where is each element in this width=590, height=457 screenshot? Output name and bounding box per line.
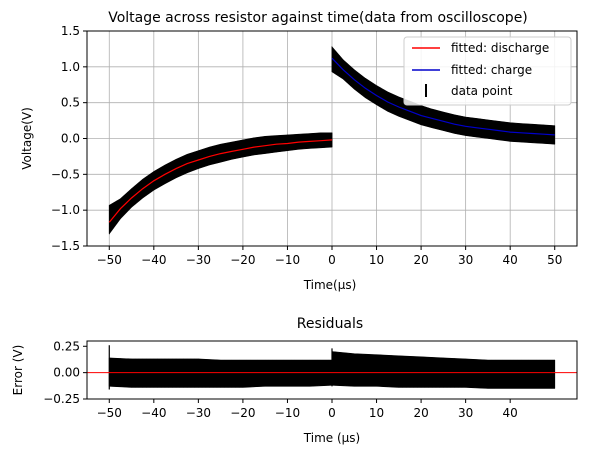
fitted-line-discharge	[108, 139, 333, 223]
residuals-chart-y-axis-label: Error (V)	[11, 345, 25, 396]
legend-label-discharge: fitted: discharge	[451, 41, 549, 55]
residuals-chart-plot-area	[87, 345, 577, 390]
x-tick-label: −10	[275, 253, 300, 267]
x-tick-label: 30	[458, 253, 473, 267]
x-tick-label: 0	[328, 406, 336, 420]
x-tick-label: 20	[413, 253, 428, 267]
voltage-chart-x-ticks: −50 −40 −30 −20 −10 0 10 20 30 40 50	[97, 246, 562, 267]
x-tick-label: 0	[328, 253, 336, 267]
x-tick-label: 10	[369, 406, 384, 420]
y-tick-label: 0.5	[61, 96, 80, 110]
x-tick-label: −30	[186, 406, 211, 420]
residuals-chart-x-ticks: −50 −40 −30 −20 −10 0 10 20 30 40	[97, 399, 518, 420]
x-tick-label: −20	[230, 406, 255, 420]
x-tick-label: −50	[97, 406, 122, 420]
voltage-chart-y-axis-label: Voltage(V)	[20, 107, 34, 170]
x-tick-label: 30	[458, 406, 473, 420]
y-tick-label: 0.00	[53, 366, 80, 380]
x-tick-label: −30	[186, 253, 211, 267]
y-tick-label: 1.5	[61, 24, 80, 38]
voltage-chart-plot-area	[108, 45, 556, 235]
x-tick-label: −20	[230, 253, 255, 267]
residual-error-bars-0	[108, 357, 333, 388]
legend-label-data-point: data point	[451, 84, 513, 98]
x-tick-label: −40	[141, 253, 166, 267]
x-tick-label: 40	[503, 253, 518, 267]
y-tick-label: −1.0	[51, 203, 80, 217]
voltage-chart-title: Voltage across resistor against time(dat…	[108, 10, 528, 26]
x-tick-label: 20	[413, 406, 428, 420]
residuals-chart-y-ticks: −0.25 0.00 0.25	[43, 339, 87, 406]
x-tick-label: −50	[97, 253, 122, 267]
voltage-chart-y-ticks: −1.5 −1.0 −0.5 0.0 0.5 1.0 1.5	[51, 24, 87, 253]
x-tick-label: −10	[275, 406, 300, 420]
legend-box	[403, 36, 572, 106]
x-tick-label: 10	[369, 253, 384, 267]
y-tick-label: −0.5	[51, 167, 80, 181]
voltage-chart-x-axis-label: Time(μs)	[303, 278, 357, 292]
legend-label-charge: fitted: charge	[451, 63, 532, 77]
voltage-chart: −50 −40 −30 −20 −10 0 10 20 30 40 50 −1.5 −1.0 −0.5 0…	[20, 10, 578, 292]
fitted-line-charge	[331, 57, 555, 136]
y-tick-label: 0.25	[53, 339, 80, 353]
residuals-chart-x-axis-label: Time (μs)	[303, 431, 360, 445]
x-tick-label: 40	[503, 406, 518, 420]
y-tick-label: 1.0	[61, 60, 80, 74]
residuals-chart-title: Residuals	[297, 316, 363, 332]
y-tick-label: −0.25	[43, 392, 80, 406]
x-tick-label: 50	[547, 253, 562, 267]
y-tick-label: −1.5	[51, 239, 80, 253]
voltage-chart-legend: fitted: discharge fitted: charge data po…	[403, 36, 572, 106]
residuals-chart: −50 −40 −30 −20 −10 0 10 20 30 40 −0.25 0.00 0.25 R…	[11, 316, 578, 445]
y-tick-label: 0.0	[61, 132, 80, 146]
x-tick-label: −40	[141, 406, 166, 420]
